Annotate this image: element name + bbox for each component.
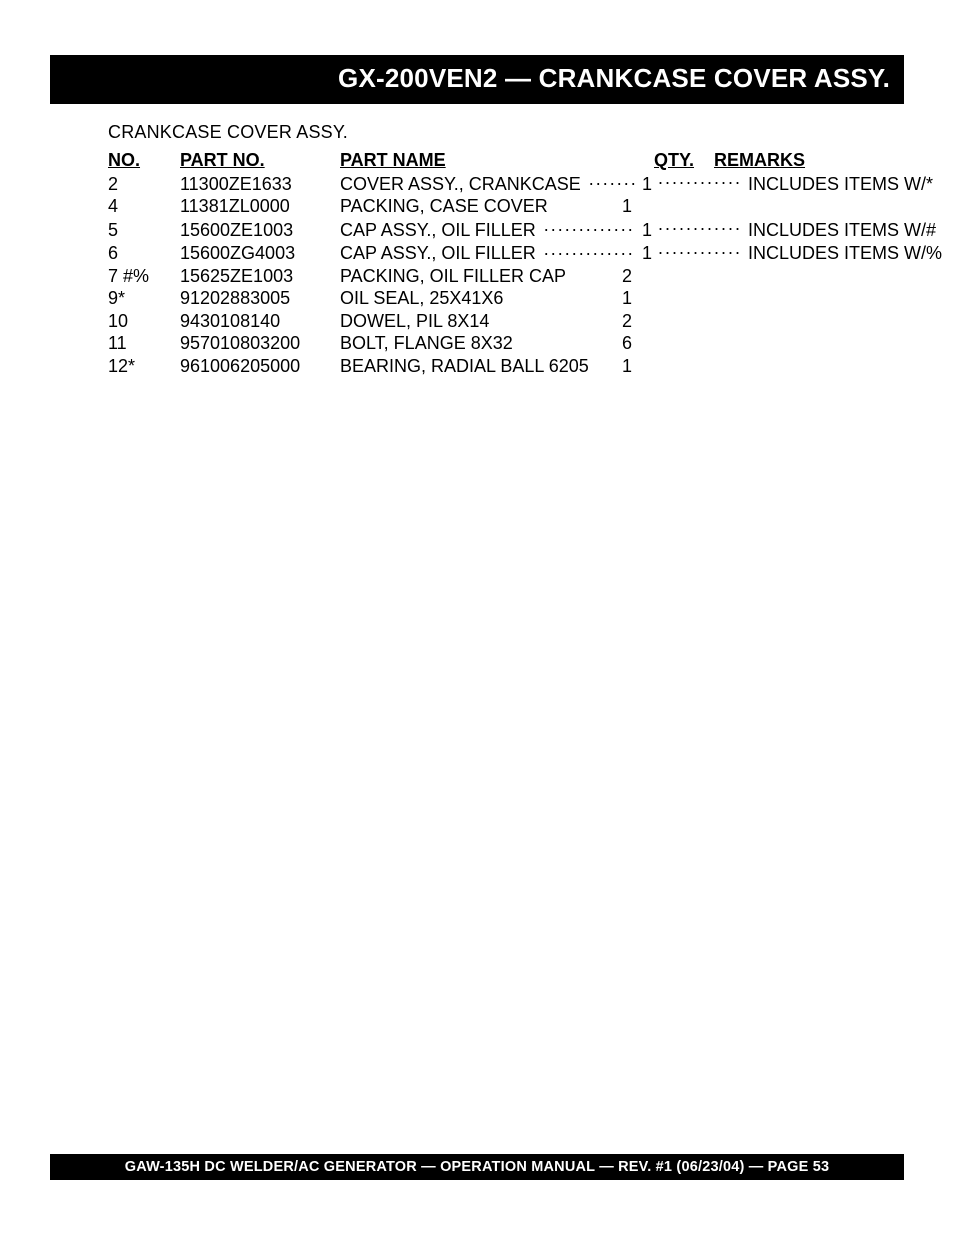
cell-part-name: PACKING, CASE COVER — [340, 195, 548, 218]
cell-part-name: PACKING, OIL FILLER CAP — [340, 265, 566, 288]
cell-part-no: 957010803200 — [180, 332, 340, 355]
cell-part-name: DOWEL, PIL 8X14 — [340, 310, 489, 333]
cell-no: 5 — [108, 219, 180, 242]
table-row: 615600ZG4003CAP ASSY., OIL FILLER1INCLUD… — [108, 241, 904, 265]
cell-qty: 1 — [503, 287, 652, 310]
leader-dots — [658, 172, 740, 190]
cell-part-no: 91202883005 — [180, 287, 340, 310]
header-remarks: REMARKS — [714, 149, 805, 172]
cell-no: 2 — [108, 173, 180, 196]
cell-no: 9* — [108, 287, 180, 310]
parts-table: NO. PART NO. PART NAME QTY. REMARKS 2113… — [108, 149, 904, 377]
table-row: 109430108140DOWEL, PIL 8X142 — [108, 310, 904, 333]
name-leader-group: CAP ASSY., OIL FILLER — [340, 242, 640, 265]
leader-dots — [544, 242, 636, 260]
cell-no: 11 — [108, 332, 180, 355]
table-row: 211300ZE1633COVER ASSY., CRANKCASE1INCLU… — [108, 172, 904, 196]
name-leader-group: COVER ASSY., CRANKCASE — [340, 173, 640, 196]
table-body: 211300ZE1633COVER ASSY., CRANKCASE1INCLU… — [108, 172, 904, 378]
header-part-name: PART NAME — [340, 149, 630, 172]
footer-bar: GAW-135H DC WELDER/AC GENERATOR — OPERAT… — [50, 1154, 904, 1180]
leader-dots — [658, 241, 740, 259]
cell-part-name: BEARING, RADIAL BALL 6205 — [340, 355, 589, 378]
cell-part-no: 11381ZL0000 — [180, 195, 340, 218]
cell-no: 6 — [108, 242, 180, 265]
cell-qty: 2 — [489, 310, 652, 333]
header-no: NO. — [108, 149, 180, 172]
leader-group-2 — [654, 172, 744, 190]
cell-no: 7 #% — [108, 265, 180, 288]
leader-dots — [658, 218, 740, 236]
cell-qty: 2 — [566, 265, 652, 288]
table-row: 7 #%15625ZE1003PACKING, OIL FILLER CAP2 — [108, 265, 904, 288]
cell-part-no: 11300ZE1633 — [180, 173, 340, 196]
cell-no: 10 — [108, 310, 180, 333]
cell-qty: 6 — [513, 332, 652, 355]
leader-group-2 — [654, 241, 744, 259]
cell-qty: 1 — [640, 173, 654, 196]
cell-remarks: INCLUDES ITEMS W/% — [744, 242, 942, 265]
table-row: 9*91202883005OIL SEAL, 25X41X61 — [108, 287, 904, 310]
cell-qty: 1 — [548, 195, 652, 218]
table-header-row: NO. PART NO. PART NAME QTY. REMARKS — [108, 149, 904, 172]
cell-part-name: CAP ASSY., OIL FILLER — [340, 242, 540, 265]
table-row: 411381ZL0000PACKING, CASE COVER1 — [108, 195, 904, 218]
cell-part-no: 961006205000 — [180, 355, 340, 378]
cell-no: 12* — [108, 355, 180, 378]
cell-part-no: 9430108140 — [180, 310, 340, 333]
header-qty: QTY. — [654, 149, 714, 172]
leader-dots — [589, 173, 636, 191]
section-subtitle: CRANKCASE COVER ASSY. — [108, 122, 904, 143]
cell-part-name: BOLT, FLANGE 8X32 — [340, 332, 513, 355]
cell-no: 4 — [108, 195, 180, 218]
table-row: 515600ZE1003CAP ASSY., OIL FILLER1INCLUD… — [108, 218, 904, 242]
cell-part-no: 15625ZE1003 — [180, 265, 340, 288]
cell-remarks: INCLUDES ITEMS W/* — [744, 173, 933, 196]
table-row: 12*961006205000BEARING, RADIAL BALL 6205… — [108, 355, 904, 378]
cell-part-no: 15600ZG4003 — [180, 242, 340, 265]
table-row: 11957010803200BOLT, FLANGE 8X326 — [108, 332, 904, 355]
cell-qty: 1 — [640, 219, 654, 242]
cell-part-no: 15600ZE1003 — [180, 219, 340, 242]
page: GX-200VEN2 — CRANKCASE COVER ASSY. CRANK… — [0, 0, 954, 1235]
cell-remarks: INCLUDES ITEMS W/# — [744, 219, 936, 242]
title-bar: GX-200VEN2 — CRANKCASE COVER ASSY. — [50, 55, 904, 104]
cell-qty: 1 — [589, 355, 652, 378]
leader-group-2 — [654, 218, 744, 236]
name-leader-group: CAP ASSY., OIL FILLER — [340, 219, 640, 242]
leader-dots — [544, 219, 636, 237]
cell-qty: 1 — [640, 242, 654, 265]
header-part-no: PART NO. — [180, 149, 340, 172]
cell-part-name: CAP ASSY., OIL FILLER — [340, 219, 540, 242]
cell-part-name: OIL SEAL, 25X41X6 — [340, 287, 503, 310]
cell-part-name: COVER ASSY., CRANKCASE — [340, 173, 585, 196]
